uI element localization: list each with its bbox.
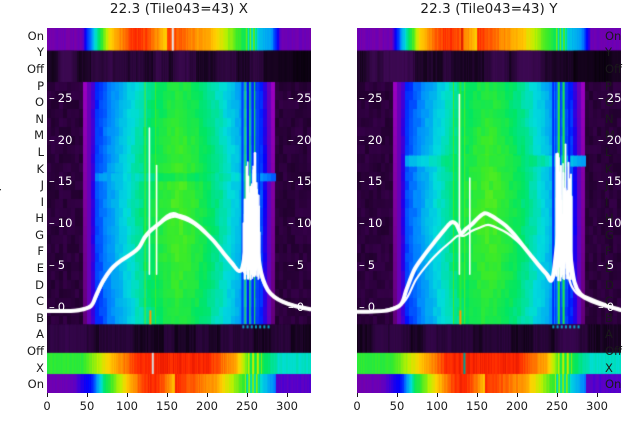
category-tick-left-b-17: B xyxy=(36,310,44,325)
category-tick-right-off-2: Off xyxy=(605,61,622,76)
heatmap-left xyxy=(47,28,311,393)
panel-title-right: 22.3 (Tile043=43) Y xyxy=(420,1,558,17)
category-tick-left-n-5: N xyxy=(35,111,44,126)
category-tick-left-h-11: H xyxy=(35,211,44,226)
x-tick-mark-right-200 xyxy=(517,393,518,397)
category-tick-left-m-6: M xyxy=(34,128,44,143)
heatmap-right xyxy=(357,28,621,393)
category-tick-left-k-8: K xyxy=(36,161,44,176)
x-tick-label-left-300: 300 xyxy=(276,399,298,413)
category-tick-left-e-14: E xyxy=(36,261,44,276)
category-tick-left-l-7: L xyxy=(37,144,44,159)
category-tick-right-y-1: Y xyxy=(605,45,613,60)
category-tick-right-off-19: Off xyxy=(605,344,622,359)
x-tick-mark-left-250 xyxy=(247,393,248,397)
category-tick-left-on-0: On xyxy=(27,28,44,43)
category-tick-left-i-10: I xyxy=(40,194,44,209)
category-tick-right-j-9: J xyxy=(605,178,609,193)
x-axis-left: 0 50 100 150 200 250 300 xyxy=(43,393,311,423)
x-tick-label-right-0: 0 xyxy=(353,399,361,413)
x-tick-mark-left-150 xyxy=(167,393,168,397)
category-tick-left-x-20: X xyxy=(36,360,44,375)
x-tick-mark-right-300 xyxy=(597,393,598,397)
x-tick-mark-right-0 xyxy=(357,393,358,397)
category-tick-left-a-18: A xyxy=(36,327,44,342)
x-tick-label-right-150: 150 xyxy=(466,399,488,413)
category-tick-right-m-6: M xyxy=(605,128,615,143)
category-tick-left-g-12: G xyxy=(35,227,44,242)
x-tick-mark-left-200 xyxy=(207,393,208,397)
category-tick-left-off-2: Off xyxy=(27,61,44,76)
category-tick-left-d-15: D xyxy=(35,277,44,292)
category-tick-right-p-3: P xyxy=(605,78,612,93)
x-tick-mark-right-50 xyxy=(397,393,398,397)
x-tick-label-right-200: 200 xyxy=(506,399,528,413)
x-tick-mark-left-100 xyxy=(127,393,128,397)
category-tick-right-on-0: On xyxy=(605,28,622,43)
x-tick-label-left-100: 100 xyxy=(116,399,138,413)
x-tick-mark-right-100 xyxy=(437,393,438,397)
x-tick-mark-left-300 xyxy=(287,393,288,397)
category-tick-right-c-16: C xyxy=(605,294,614,309)
category-tick-left-j-9: J xyxy=(40,178,44,193)
category-tick-right-b-17: B xyxy=(605,310,613,325)
x-tick-label-left-150: 150 xyxy=(156,399,178,413)
x-tick-mark-right-150 xyxy=(477,393,478,397)
x-tick-label-left-250: 250 xyxy=(236,399,258,413)
category-tick-left-c-16: C xyxy=(35,294,44,309)
category-tick-right-on-21: On xyxy=(605,377,622,392)
category-tick-right-o-4: O xyxy=(605,95,615,110)
category-tick-left-on-21: On xyxy=(27,377,44,392)
category-tick-right-x-20: X xyxy=(605,360,613,375)
category-tick-right-i-10: I xyxy=(605,194,609,209)
category-tick-right-a-18: A xyxy=(605,327,613,342)
x-tick-label-right-300: 300 xyxy=(586,399,608,413)
plot-area-right[interactable] xyxy=(357,28,621,393)
x-tick-label-left-0: 0 xyxy=(43,399,51,413)
x-tick-label-left-50: 50 xyxy=(79,399,95,413)
category-tick-right-n-5: N xyxy=(605,111,614,126)
category-tick-right-k-8: K xyxy=(605,161,613,176)
category-axis-right: On Y Off P O N M L K J I H G F E D C B A Off X On xyxy=(601,28,640,393)
x-tick-label-right-100: 100 xyxy=(426,399,448,413)
x-tick-label-left-200: 200 xyxy=(196,399,218,413)
category-tick-right-d-15: D xyxy=(605,277,614,292)
y-axis-label: Dipole xyxy=(0,167,1,204)
category-axis-left: On Y Off P O N M L K J I H G F E D C B A Off X On xyxy=(2,28,46,393)
category-tick-left-o-4: O xyxy=(34,95,44,110)
category-tick-left-off-19: Off xyxy=(27,344,44,359)
plot-area-left[interactable] xyxy=(47,28,311,393)
x-tick-mark-left-50 xyxy=(87,393,88,397)
category-tick-right-h-11: H xyxy=(605,211,614,226)
x-tick-mark-right-250 xyxy=(557,393,558,397)
category-tick-right-g-12: G xyxy=(605,227,614,242)
x-tick-label-right-50: 50 xyxy=(389,399,405,413)
category-tick-right-f-13: F xyxy=(605,244,612,259)
category-tick-right-e-14: E xyxy=(605,261,613,276)
panel-title-left: 22.3 (Tile043=43) X xyxy=(109,1,249,17)
category-tick-right-l-7: L xyxy=(605,144,612,159)
x-axis-right: 0 50 100 150 200 250 300 xyxy=(353,393,621,423)
x-tick-label-right-250: 250 xyxy=(546,399,568,413)
category-tick-left-p-3: P xyxy=(37,78,44,93)
category-tick-left-y-1: Y xyxy=(36,45,44,60)
category-tick-left-f-13: F xyxy=(37,244,44,259)
x-tick-mark-left-0 xyxy=(47,393,48,397)
